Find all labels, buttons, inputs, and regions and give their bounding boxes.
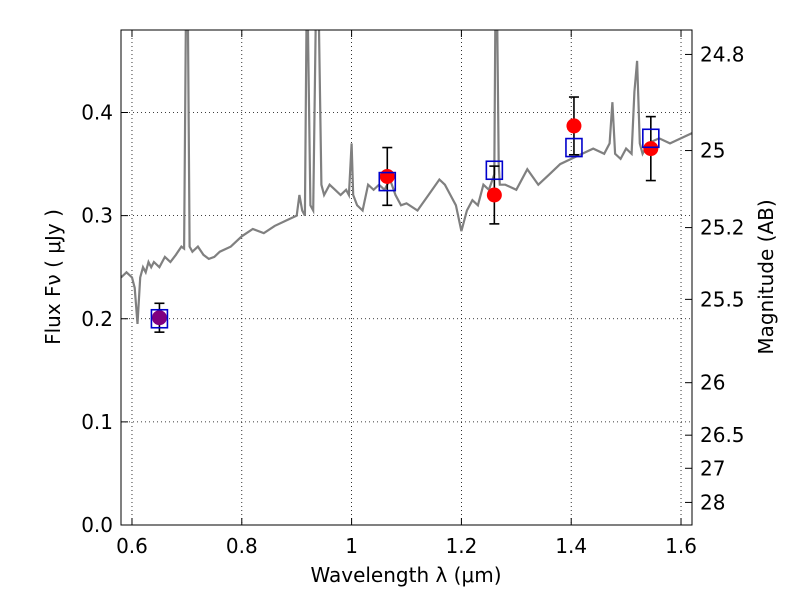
mag-tick-label: 25 [700,139,725,163]
model-points [150,128,660,329]
x-axis-label: Wavelength λ (μm) [310,563,501,587]
x-tick-label: 0.6 [116,534,148,558]
y-tick-label: 0.1 [81,410,113,434]
model-point [642,128,660,149]
mag-tick-label: 25.2 [700,216,745,240]
model-point [565,137,583,158]
x-tick-label: 1.6 [665,534,697,558]
x-tick-label: 1.2 [445,534,477,558]
x-tick-label: 1 [345,534,358,558]
observed-point [643,141,659,157]
axis-ticks: 0.6 0.8 1 1.2 1.4 1.6 0.0 0.1 0.2 0.3 0.4 24.8 25 25.… [81,30,745,558]
plot-frame [120,29,693,526]
observed-point [486,187,502,203]
x-tick-label: 0.8 [226,534,258,558]
grid-lines [121,30,692,526]
model-point [485,160,504,181]
mag-tick-label: 26 [700,371,725,395]
mag-tick-label: 26.5 [700,423,745,447]
mag-tick-label: 28 [700,490,725,514]
mag-tick-label: 27 [700,456,725,480]
model-spectrum [121,30,692,324]
mag-tick-label: 24.8 [700,42,745,66]
observed-point [379,168,395,184]
x-tick-label: 1.4 [555,534,587,558]
y-tick-label: 0.2 [81,307,113,331]
model-point [378,171,397,192]
observed-point [566,118,582,134]
mag-tick-label: 25.5 [700,287,745,311]
spectrum-line [121,30,692,324]
y-tick-label: 0.3 [81,204,113,228]
observed-point [151,310,167,326]
y-tick-label: 0.4 [81,101,113,125]
y-axis-label: Flux Fν ( μJy ) [41,209,65,345]
model-point [150,308,169,329]
y-tick-label: 0.0 [81,513,113,537]
y2-axis-label: Magnitude (AB) [754,199,778,354]
plot-background [121,30,692,525]
